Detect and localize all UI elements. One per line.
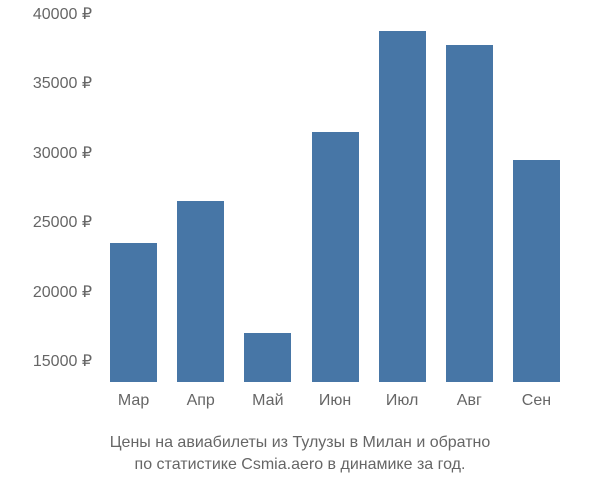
chart-caption: Цены на авиабилеты из Тулузы в Милан и о…: [0, 432, 600, 475]
bar: [513, 160, 560, 382]
y-tick-label: 20000 ₽: [33, 282, 100, 302]
x-tick-label: Мар: [118, 382, 149, 410]
y-tick-label: 25000 ₽: [33, 212, 100, 232]
x-tick-label: Июл: [386, 382, 418, 410]
x-tick-label: Май: [252, 382, 283, 410]
y-tick-label: 15000 ₽: [33, 351, 100, 371]
bar: [379, 31, 426, 382]
y-tick-label: 35000 ₽: [33, 73, 100, 93]
bar: [177, 201, 224, 382]
bar: [446, 45, 493, 382]
y-tick-label: 30000 ₽: [33, 143, 100, 163]
bar: [110, 243, 157, 382]
x-tick-label: Авг: [457, 382, 482, 410]
x-tick-label: Сен: [522, 382, 551, 410]
bar: [312, 132, 359, 382]
plot-area: 15000 ₽20000 ₽25000 ₽30000 ₽35000 ₽40000…: [100, 14, 570, 382]
bar: [244, 333, 291, 382]
y-tick-label: 40000 ₽: [33, 4, 100, 24]
x-tick-label: Апр: [187, 382, 215, 410]
x-tick-label: Июн: [319, 382, 351, 410]
